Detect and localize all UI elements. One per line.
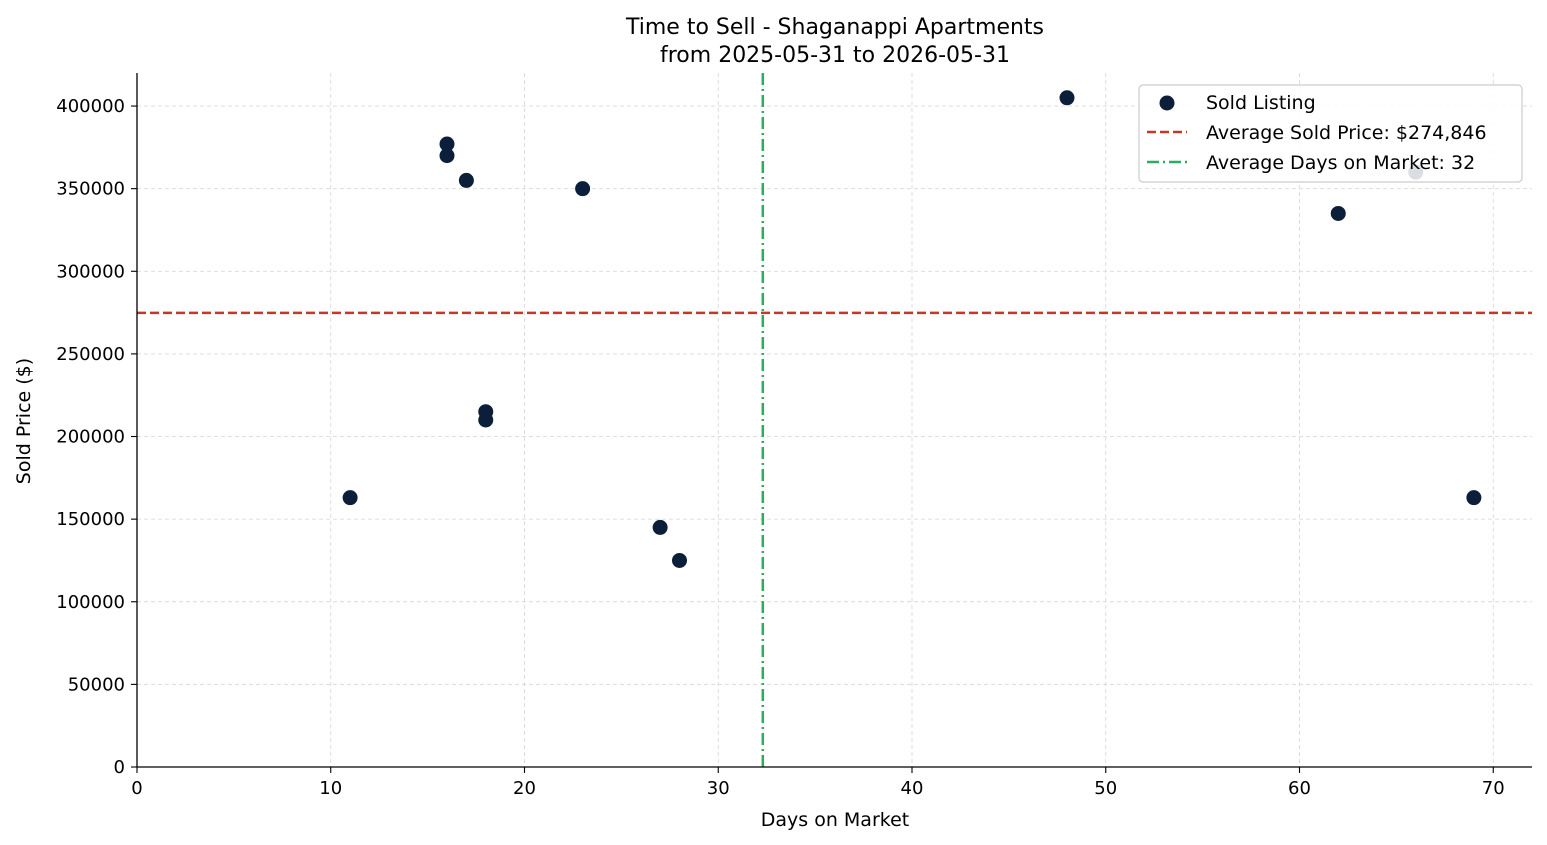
y-axis-label: Sold Price ($): [13, 358, 35, 484]
y-tick-label: 350000: [56, 179, 125, 200]
data-point: [672, 552, 687, 568]
data-point: [439, 136, 455, 152]
data-point: [342, 490, 358, 506]
legend: Sold Listing Average Sold Price: $274,84…: [1138, 84, 1523, 183]
legend-marker-sold-listing: [1159, 95, 1175, 111]
x-tick-label: 60: [1288, 778, 1311, 799]
legend-label-sold-listing: Sold Listing: [1206, 92, 1316, 114]
reference-lines: [137, 73, 1532, 767]
data-point: [478, 412, 494, 428]
legend-label-average-days: Average Days on Market: 32: [1206, 152, 1475, 174]
data-point: [575, 181, 591, 197]
chart-subtitle: from 2025-05-31 to 2026-05-31: [660, 43, 1010, 68]
data-point: [439, 148, 455, 164]
x-tick-label: 70: [1482, 778, 1505, 799]
y-tick-label: 100000: [56, 592, 125, 613]
y-tick-label: 0: [114, 757, 125, 778]
legend-box: [1138, 84, 1523, 183]
x-tick-label: 30: [707, 778, 730, 799]
x-tick-label: 40: [901, 778, 924, 799]
x-axis-ticks: 0 10 20 30 40 50 60 70: [131, 767, 1505, 799]
legend-label-average-price: Average Sold Price: $274,846: [1206, 122, 1487, 144]
x-tick-label: 10: [319, 778, 342, 799]
y-tick-label: 200000: [56, 427, 125, 448]
data-point: [1466, 490, 1482, 506]
data-point: [652, 519, 668, 535]
y-tick-label: 50000: [68, 674, 125, 695]
x-tick-label: 50: [1094, 778, 1117, 799]
x-tick-label: 20: [513, 778, 536, 799]
y-axis-ticks: 0 50000 100000 150000 200000 250000 300000 3500…: [56, 96, 137, 778]
y-tick-label: 300000: [56, 261, 125, 282]
data-point: [458, 172, 474, 188]
data-point: [1330, 205, 1346, 221]
x-tick-label: 0: [131, 778, 142, 799]
chart-title: Time to Sell - Shaganappi Apartments: [625, 15, 1044, 40]
y-tick-label: 250000: [56, 344, 125, 365]
y-tick-label: 400000: [56, 96, 125, 117]
y-tick-label: 150000: [56, 509, 125, 530]
x-axis-label: Days on Market: [761, 809, 909, 831]
data-point: [1059, 90, 1075, 106]
